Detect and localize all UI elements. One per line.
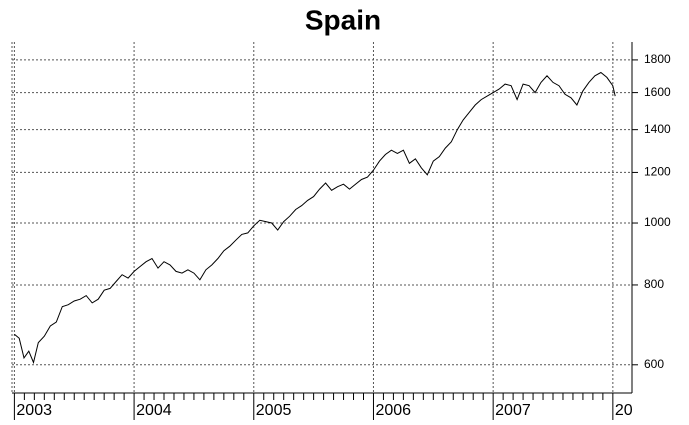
y-tick-label: 800 bbox=[644, 277, 664, 291]
y-tick-label: 1000 bbox=[644, 215, 671, 229]
y-tick-label: 600 bbox=[644, 357, 664, 371]
y-tick-label: 1600 bbox=[644, 85, 671, 99]
x-tick-label: 2006 bbox=[375, 402, 411, 419]
x-tick-label: 20 bbox=[615, 402, 633, 419]
chart-title: Spain bbox=[305, 4, 381, 35]
y-tick-label: 1800 bbox=[644, 52, 671, 66]
line bbox=[14, 71, 616, 365]
x-tick-label: 2007 bbox=[495, 402, 531, 419]
y-tick-label: 1200 bbox=[644, 165, 671, 179]
y-tick-label: 1400 bbox=[644, 122, 671, 136]
x-tick-label: 2003 bbox=[16, 402, 52, 419]
x-tick-label: 2005 bbox=[256, 402, 292, 419]
x-labels: 2003 2004 2005 2006 2007 20 bbox=[16, 402, 632, 419]
x-tick-label: 2004 bbox=[136, 402, 172, 419]
